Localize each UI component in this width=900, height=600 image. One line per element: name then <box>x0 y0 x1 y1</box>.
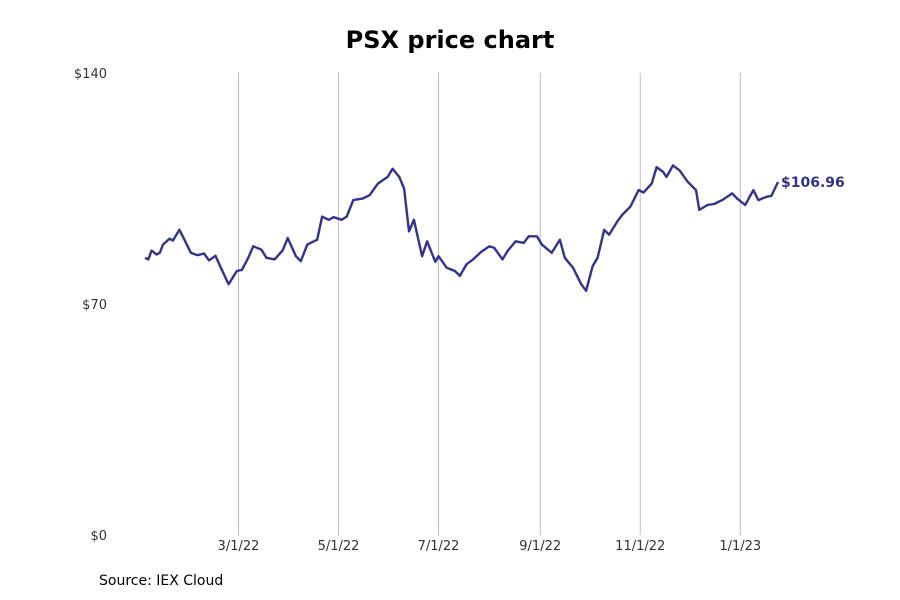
last-value-label: $106.96 <box>781 175 845 191</box>
price-line <box>144 164 780 292</box>
x-tick-label: 1/1/23 <box>719 539 761 554</box>
y-tick-label: $0 <box>90 529 107 544</box>
x-tick-label: 9/1/22 <box>519 539 561 554</box>
y-tick-label: $70 <box>82 298 107 313</box>
x-tick-label: 5/1/22 <box>318 539 360 554</box>
x-tick-label: 7/1/22 <box>418 539 460 554</box>
chart-title: PSX price chart <box>345 26 555 54</box>
x-tick-label: 11/1/22 <box>615 539 665 554</box>
x-tick-label: 3/1/22 <box>218 539 260 554</box>
y-tick-label: $140 <box>74 67 107 82</box>
source-note: Source: IEX Cloud <box>99 573 224 589</box>
